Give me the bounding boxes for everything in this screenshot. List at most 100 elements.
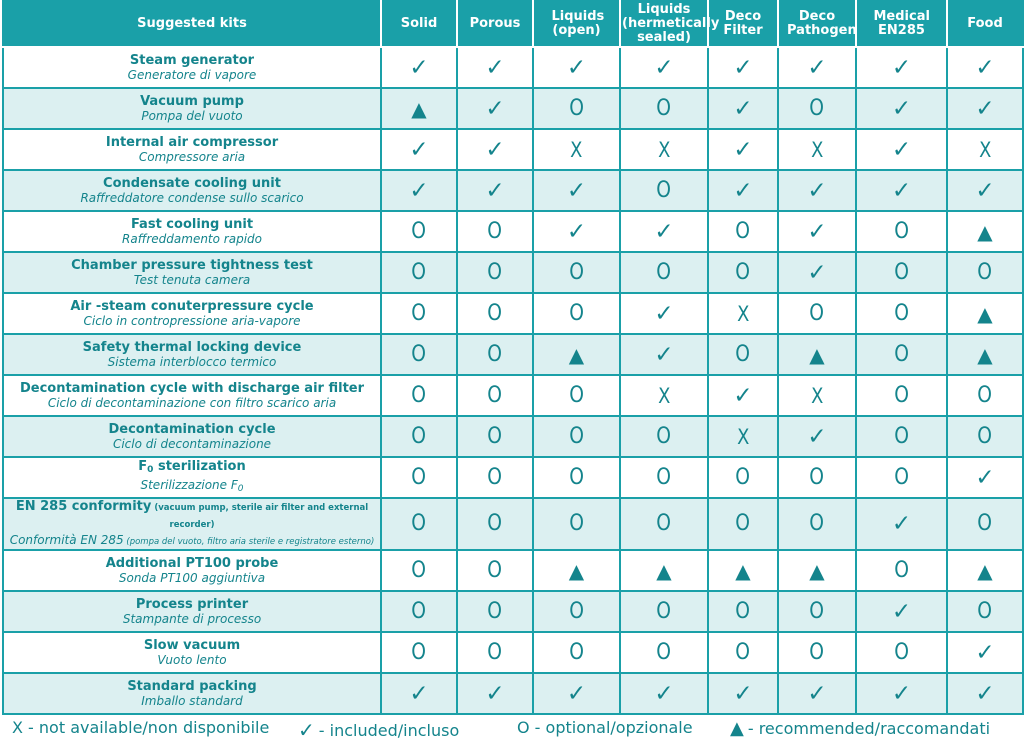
kit-name-en: Condensate cooling unit (103, 176, 281, 191)
kit-name-cell: Vacuum pump Pompa del vuoto (2, 87, 382, 130)
optional-icon: O (487, 598, 503, 624)
optional-icon: O (487, 423, 503, 449)
check-icon: ✓ (485, 136, 505, 163)
optional-icon: O (411, 259, 427, 285)
kit-name-it: Sonda PT100 aggiuntiva (118, 571, 266, 585)
mark-cell: X (532, 128, 621, 171)
table-row: Steam generator Generatore di vapore ✓ ✓ ✓ ✓ ✓… (2, 46, 1024, 89)
mark-cell: ▲ (946, 549, 1024, 592)
optional-icon: O (411, 341, 427, 367)
optional-icon: O (487, 639, 503, 665)
legend: X - not available/non disponibile ✓ - in… (0, 712, 1024, 744)
optional-icon: O (569, 423, 584, 449)
kit-name-it: Ciclo di decontaminazione (112, 437, 272, 451)
kit-name-cell: Condensate cooling unit Raffreddatore con… (2, 169, 382, 212)
check-icon: ✓ (733, 680, 753, 707)
kit-name-en: Decontamination cycle (108, 422, 276, 437)
triangle-icon: ▲ (735, 558, 751, 583)
mark-cell: O (380, 549, 458, 592)
optional-icon: O (977, 598, 993, 624)
triangle-icon: ▲ (809, 558, 825, 583)
mark-cell: O (855, 210, 948, 253)
mark-cell: O (855, 292, 948, 335)
optional-icon: O (411, 218, 427, 244)
optional-icon: O (656, 598, 672, 624)
optional-icon: O (735, 341, 751, 367)
kit-name-cell: Additional PT100 probe Sonda PT100 aggiun… (2, 549, 382, 592)
kit-name-it: Sistema interblocco termico (107, 355, 277, 369)
legend-optional: O - optional/opzionale (517, 718, 693, 737)
mark-cell: ✓ (707, 128, 779, 171)
kit-name-cell: F0 sterilization Sterilizzazione F0 (2, 456, 382, 499)
mark-cell: O (456, 333, 534, 376)
mark-cell: ✓ (855, 128, 948, 171)
mark-cell: ✓ (855, 46, 948, 89)
kit-name-it: Ciclo in contropressione aria-vapore (83, 314, 301, 328)
not-available-icon: X (570, 137, 583, 162)
mark-cell: ▲ (532, 333, 621, 376)
check-icon: ✓ (891, 511, 912, 537)
mark-cell: ✓ (380, 672, 458, 715)
mark-cell: ✓ (946, 672, 1024, 715)
header-deco-filter-text: Deco Filter (723, 9, 763, 38)
optional-icon: O (735, 218, 751, 244)
mark-cell: ▲ (532, 549, 621, 592)
mark-cell: O (619, 497, 709, 551)
optional-icon: O (487, 557, 503, 583)
triangle-icon: ▲ (809, 342, 825, 367)
mark-cell: O (532, 497, 621, 551)
mark-cell: ✓ (777, 251, 857, 294)
mark-cell: ✓ (946, 46, 1024, 89)
mark-cell: O (619, 251, 709, 294)
mark-cell: ✓ (619, 292, 709, 335)
mark-cell: X (619, 374, 709, 417)
mark-cell: O (456, 374, 534, 417)
check-icon: ✓ (733, 382, 753, 409)
mark-cell: O (707, 210, 779, 253)
header-solid: Solid (380, 0, 458, 48)
mark-cell: ✓ (619, 210, 709, 253)
header-liquids-sealed: Liquids (hermetically sealed) (619, 0, 719, 48)
optional-icon: O (894, 639, 909, 665)
optional-icon: O (569, 598, 584, 624)
mark-cell: X (946, 128, 1024, 171)
check-icon: ✓ (975, 54, 995, 81)
kit-name-it: Test tenuta camera (133, 273, 251, 287)
optional-icon: O (656, 511, 672, 536)
check-icon: ✓ (654, 341, 674, 368)
check-icon: ✓ (807, 680, 827, 707)
check-icon: ✓ (409, 136, 429, 163)
mark-cell: O (777, 87, 857, 130)
mark-cell: O (456, 251, 534, 294)
mark-cell: X (707, 415, 779, 458)
optional-icon: O (656, 639, 672, 665)
header-deco-pathogen-text: Deco Pathogen (787, 9, 857, 38)
check-icon: ✓ (891, 598, 912, 625)
mark-cell: ✓ (456, 128, 534, 171)
header-liquids-open: Liquids (open) (532, 0, 621, 48)
mark-cell: O (456, 456, 534, 499)
header-medical-text: Medical EN285 (873, 9, 930, 38)
mark-cell: ✓ (855, 169, 948, 212)
optional-icon: O (487, 464, 503, 490)
mark-cell: O (532, 292, 621, 335)
mark-cell: ▲ (380, 87, 458, 130)
optional-icon: O (735, 511, 751, 536)
check-icon: ✓ (975, 639, 995, 666)
mark-cell: ▲ (946, 333, 1024, 376)
check-icon: ✓ (566, 177, 587, 204)
mark-cell: O (855, 631, 948, 674)
table-row: Fast cooling unit Raffreddamento rapido O O… (2, 210, 1024, 253)
kit-name-it: Raffreddatore condense sullo scarico (80, 191, 304, 205)
mark-cell: ✓ (777, 46, 857, 89)
optional-icon: O (411, 557, 427, 583)
mark-cell: X (707, 292, 779, 335)
kit-name-en: Additional PT100 probe (105, 556, 279, 571)
optional-icon: O (809, 464, 825, 490)
mark-cell: O (855, 374, 948, 417)
header-food: Food (946, 0, 1024, 48)
table-row: Additional PT100 probe Sonda PT100 aggiun… (2, 549, 1024, 592)
mark-cell: O (532, 456, 621, 499)
check-icon: ✓ (485, 680, 505, 707)
optional-icon: O (411, 639, 427, 665)
